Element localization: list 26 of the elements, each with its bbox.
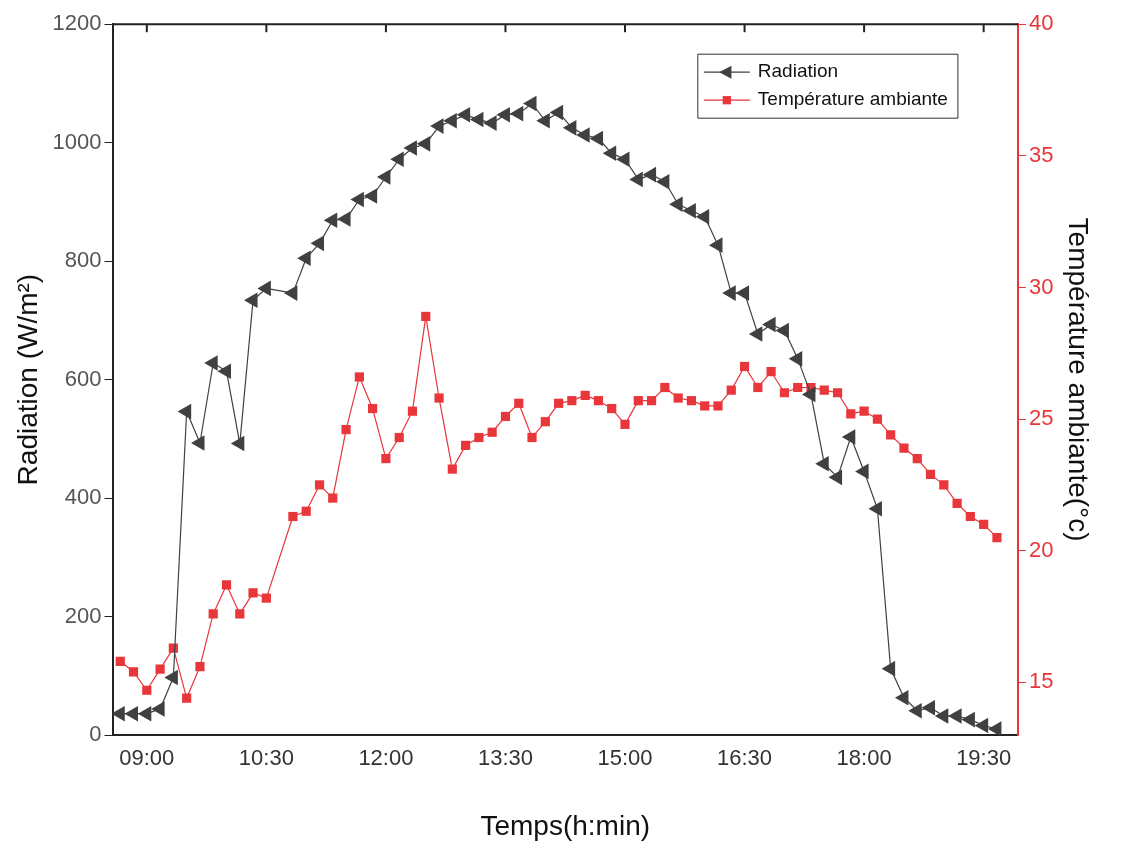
- y-tick-label: 800: [64, 247, 102, 273]
- x-tick-label: 16:30: [717, 745, 773, 771]
- y2-tick-label: 25: [1028, 405, 1054, 431]
- legend-label: Température ambiante: [757, 88, 948, 110]
- y-tick-label: 200: [64, 602, 102, 628]
- x-axis-title: Temps(h:min): [480, 809, 651, 841]
- y2-tick-label: 40: [1028, 10, 1054, 36]
- y2-tick-label: 30: [1028, 273, 1054, 299]
- x-tick-label: 09:00: [119, 745, 175, 771]
- x-tick-label: 13:30: [477, 745, 533, 771]
- y2-tick-label: 20: [1028, 536, 1054, 562]
- y-tick-label: 1200: [52, 10, 102, 36]
- x-tick-label: 12:00: [358, 745, 414, 771]
- x-tick-label: 10:30: [238, 745, 294, 771]
- x-tick-label: 19:30: [956, 745, 1012, 771]
- y-tick-label: 600: [64, 365, 102, 391]
- x-tick-label: 15:00: [597, 745, 653, 771]
- x-tick-label: 18:00: [836, 745, 892, 771]
- y2-tick-label: 15: [1028, 668, 1054, 694]
- y2-tick-label: 35: [1028, 141, 1054, 167]
- y-tick-label: 1000: [52, 128, 102, 154]
- legend-label: Radiation: [757, 60, 839, 82]
- y-axis-title: Radiation (W/m²): [11, 273, 43, 486]
- y2-axis-title: Température ambiante(°c): [1063, 217, 1095, 542]
- y-tick-label: 0: [89, 721, 102, 747]
- y-tick-label: 400: [64, 484, 102, 510]
